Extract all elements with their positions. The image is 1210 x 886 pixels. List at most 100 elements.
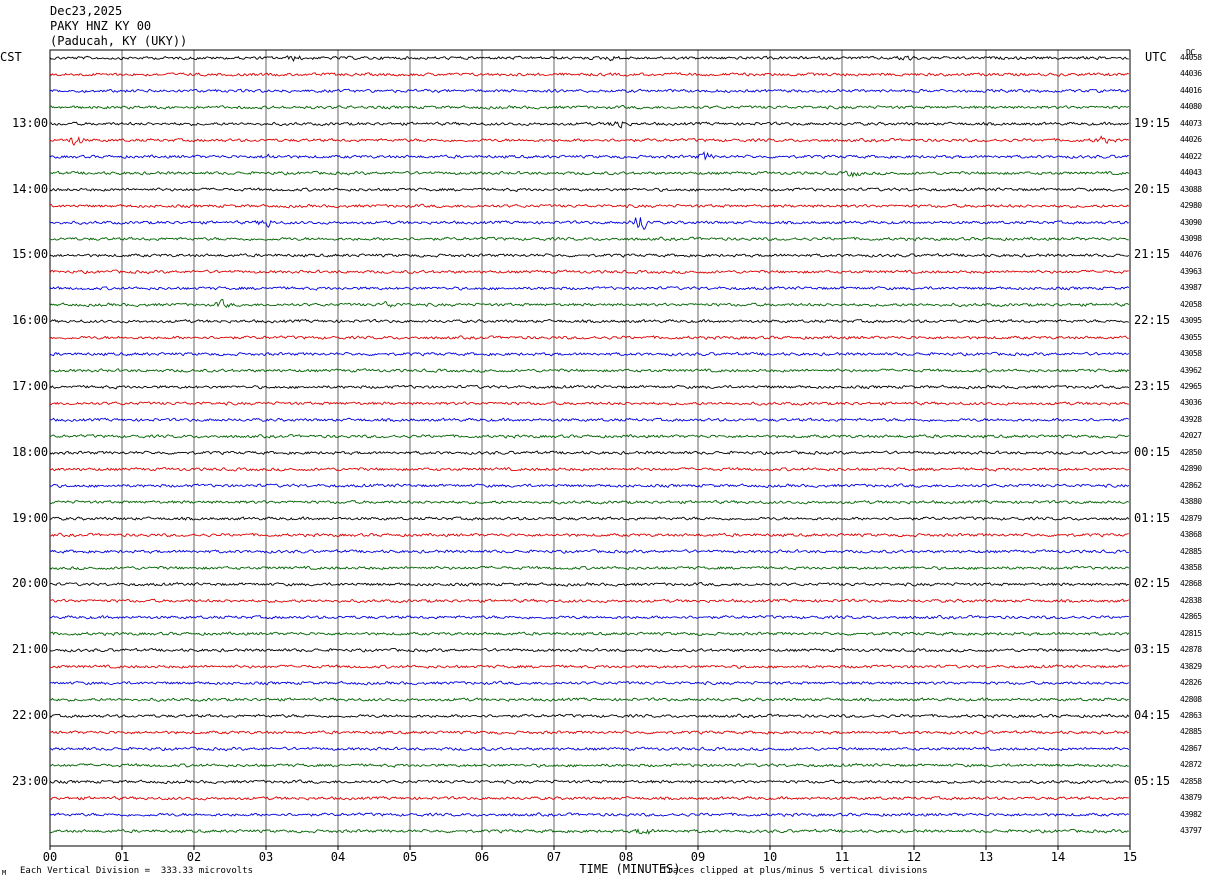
row-dc-value: 42865 xyxy=(1180,612,1202,622)
trace-row-23 xyxy=(49,433,1130,439)
local-time-label: 17:00 xyxy=(12,379,49,393)
local-time-label: 15:00 xyxy=(12,247,49,262)
header-date: Dec23,2025 xyxy=(50,4,123,18)
row-dc-value: 43879 xyxy=(1180,793,1202,803)
trace-row-18 xyxy=(49,351,1130,357)
utc-time-label: 00:15 xyxy=(1134,444,1171,459)
trace-row-0 xyxy=(49,55,1129,63)
trace-row-20 xyxy=(49,384,1130,390)
utc-time-label: 19:15 xyxy=(1134,115,1171,130)
clip-note: Traces clipped at plus/minus 5 vertical … xyxy=(662,866,928,876)
row-dc-value: 43987 xyxy=(1180,283,1202,293)
trace-row-33 xyxy=(49,598,1130,604)
trace-row-34 xyxy=(49,614,1129,620)
trace-row-17 xyxy=(49,335,1129,341)
row-dc-value: 42808 xyxy=(1180,694,1202,704)
trace-row-8 xyxy=(49,187,1130,193)
utc-time-label: 04:15 xyxy=(1134,708,1171,722)
x-tick-label-14: 14 xyxy=(1051,850,1065,864)
trace-row-29 xyxy=(49,532,1129,538)
row-dc-value: 42885 xyxy=(1180,727,1202,737)
row-dc-value: 44058 xyxy=(1180,53,1202,62)
row-dc-value: 42878 xyxy=(1180,645,1202,655)
row-dc-value: 44080 xyxy=(1180,102,1202,112)
trace-row-39 xyxy=(49,697,1129,702)
trace-row-42 xyxy=(49,746,1130,752)
dc-header-mark: DC xyxy=(1186,48,1195,57)
trace-row-46 xyxy=(49,812,1130,818)
trace-row-3 xyxy=(49,105,1130,110)
row-dc-value: 42885 xyxy=(1180,546,1202,556)
row-dc-value: 43962 xyxy=(1180,365,1202,375)
trace-row-11 xyxy=(49,236,1129,242)
row-dc-value: 42850 xyxy=(1180,447,1202,457)
x-axis-title: TIME (MINUTES) xyxy=(579,862,680,876)
trace-row-26 xyxy=(49,483,1130,489)
local-time-label: 13:00 xyxy=(12,115,49,130)
row-dc-value: 42868 xyxy=(1180,579,1202,589)
trace-row-32 xyxy=(49,582,1129,587)
trace-row-28 xyxy=(49,516,1130,521)
utc-time-label: 03:15 xyxy=(1134,642,1171,657)
row-dc-value: 43098 xyxy=(1180,233,1202,243)
row-dc-value: 43088 xyxy=(1180,184,1202,194)
trace-row-5 xyxy=(49,135,1130,146)
x-tick-label-02: 02 xyxy=(187,850,201,864)
x-tick-label-11: 11 xyxy=(835,850,849,864)
row-dc-value: 43797 xyxy=(1180,826,1202,836)
row-dc-value: 43880 xyxy=(1180,497,1202,507)
trace-row-2 xyxy=(49,88,1130,94)
row-dc-value: 42890 xyxy=(1180,464,1202,474)
trace-row-44 xyxy=(49,779,1129,785)
row-dc-value: 44073 xyxy=(1180,118,1202,128)
row-dc-value: 42826 xyxy=(1180,678,1202,688)
trace-row-36 xyxy=(49,647,1129,653)
trace-row-30 xyxy=(49,549,1129,554)
x-tick-label-10: 10 xyxy=(763,850,777,864)
trace-row-45 xyxy=(49,795,1129,801)
row-dc-value: 43055 xyxy=(1180,332,1202,342)
row-dc-value: 43928 xyxy=(1180,414,1202,424)
utc-time-label: 21:15 xyxy=(1134,247,1171,262)
local-time-label: 18:00 xyxy=(12,444,49,459)
x-tick-label-07: 07 xyxy=(547,850,561,864)
row-dc-value: 42058 xyxy=(1180,299,1202,309)
row-dc-value: 42965 xyxy=(1180,382,1202,391)
row-dc-value: 42980 xyxy=(1180,201,1202,211)
row-dc-value: 44036 xyxy=(1180,69,1202,79)
trace-row-22 xyxy=(49,417,1129,423)
row-dc-value: 43095 xyxy=(1180,316,1202,326)
trace-row-27 xyxy=(49,499,1130,505)
x-tick-label-12: 12 xyxy=(907,850,921,864)
trace-row-35 xyxy=(49,631,1130,637)
utc-time-label: 22:15 xyxy=(1134,313,1171,328)
trace-row-38 xyxy=(49,680,1130,686)
scale-note: Each Vertical Division = 333.33 microvol… xyxy=(20,866,253,876)
row-dc-value: 42867 xyxy=(1180,743,1202,753)
trace-row-6 xyxy=(49,150,1129,161)
header-station: PAKY HNZ KY 00 xyxy=(50,19,152,33)
local-time-label: 20:00 xyxy=(12,576,49,591)
trace-row-4 xyxy=(49,121,1129,129)
x-tick-label-08: 08 xyxy=(619,850,633,864)
row-dc-value: 43058 xyxy=(1180,349,1202,359)
x-tick-label-01: 01 xyxy=(115,850,129,864)
utc-time-label: 02:15 xyxy=(1134,576,1171,591)
local-time-label: 19:00 xyxy=(12,510,49,525)
trace-row-10 xyxy=(49,217,1129,231)
trace-row-31 xyxy=(49,565,1130,571)
row-dc-value: 43963 xyxy=(1180,266,1202,276)
row-dc-value: 42872 xyxy=(1180,760,1202,770)
trace-row-41 xyxy=(49,730,1130,735)
x-tick-label-04: 04 xyxy=(331,850,345,864)
x-tick-label-05: 05 xyxy=(403,850,417,864)
row-dc-value: 42838 xyxy=(1180,595,1202,605)
trace-row-7 xyxy=(49,170,1130,178)
trace-row-12 xyxy=(49,253,1130,258)
local-time-label: 14:00 xyxy=(12,181,49,196)
row-dc-value: 42858 xyxy=(1180,776,1202,786)
row-dc-value: 44043 xyxy=(1180,168,1202,178)
row-dc-value: 44076 xyxy=(1180,250,1202,260)
row-dc-value: 42027 xyxy=(1180,431,1202,441)
